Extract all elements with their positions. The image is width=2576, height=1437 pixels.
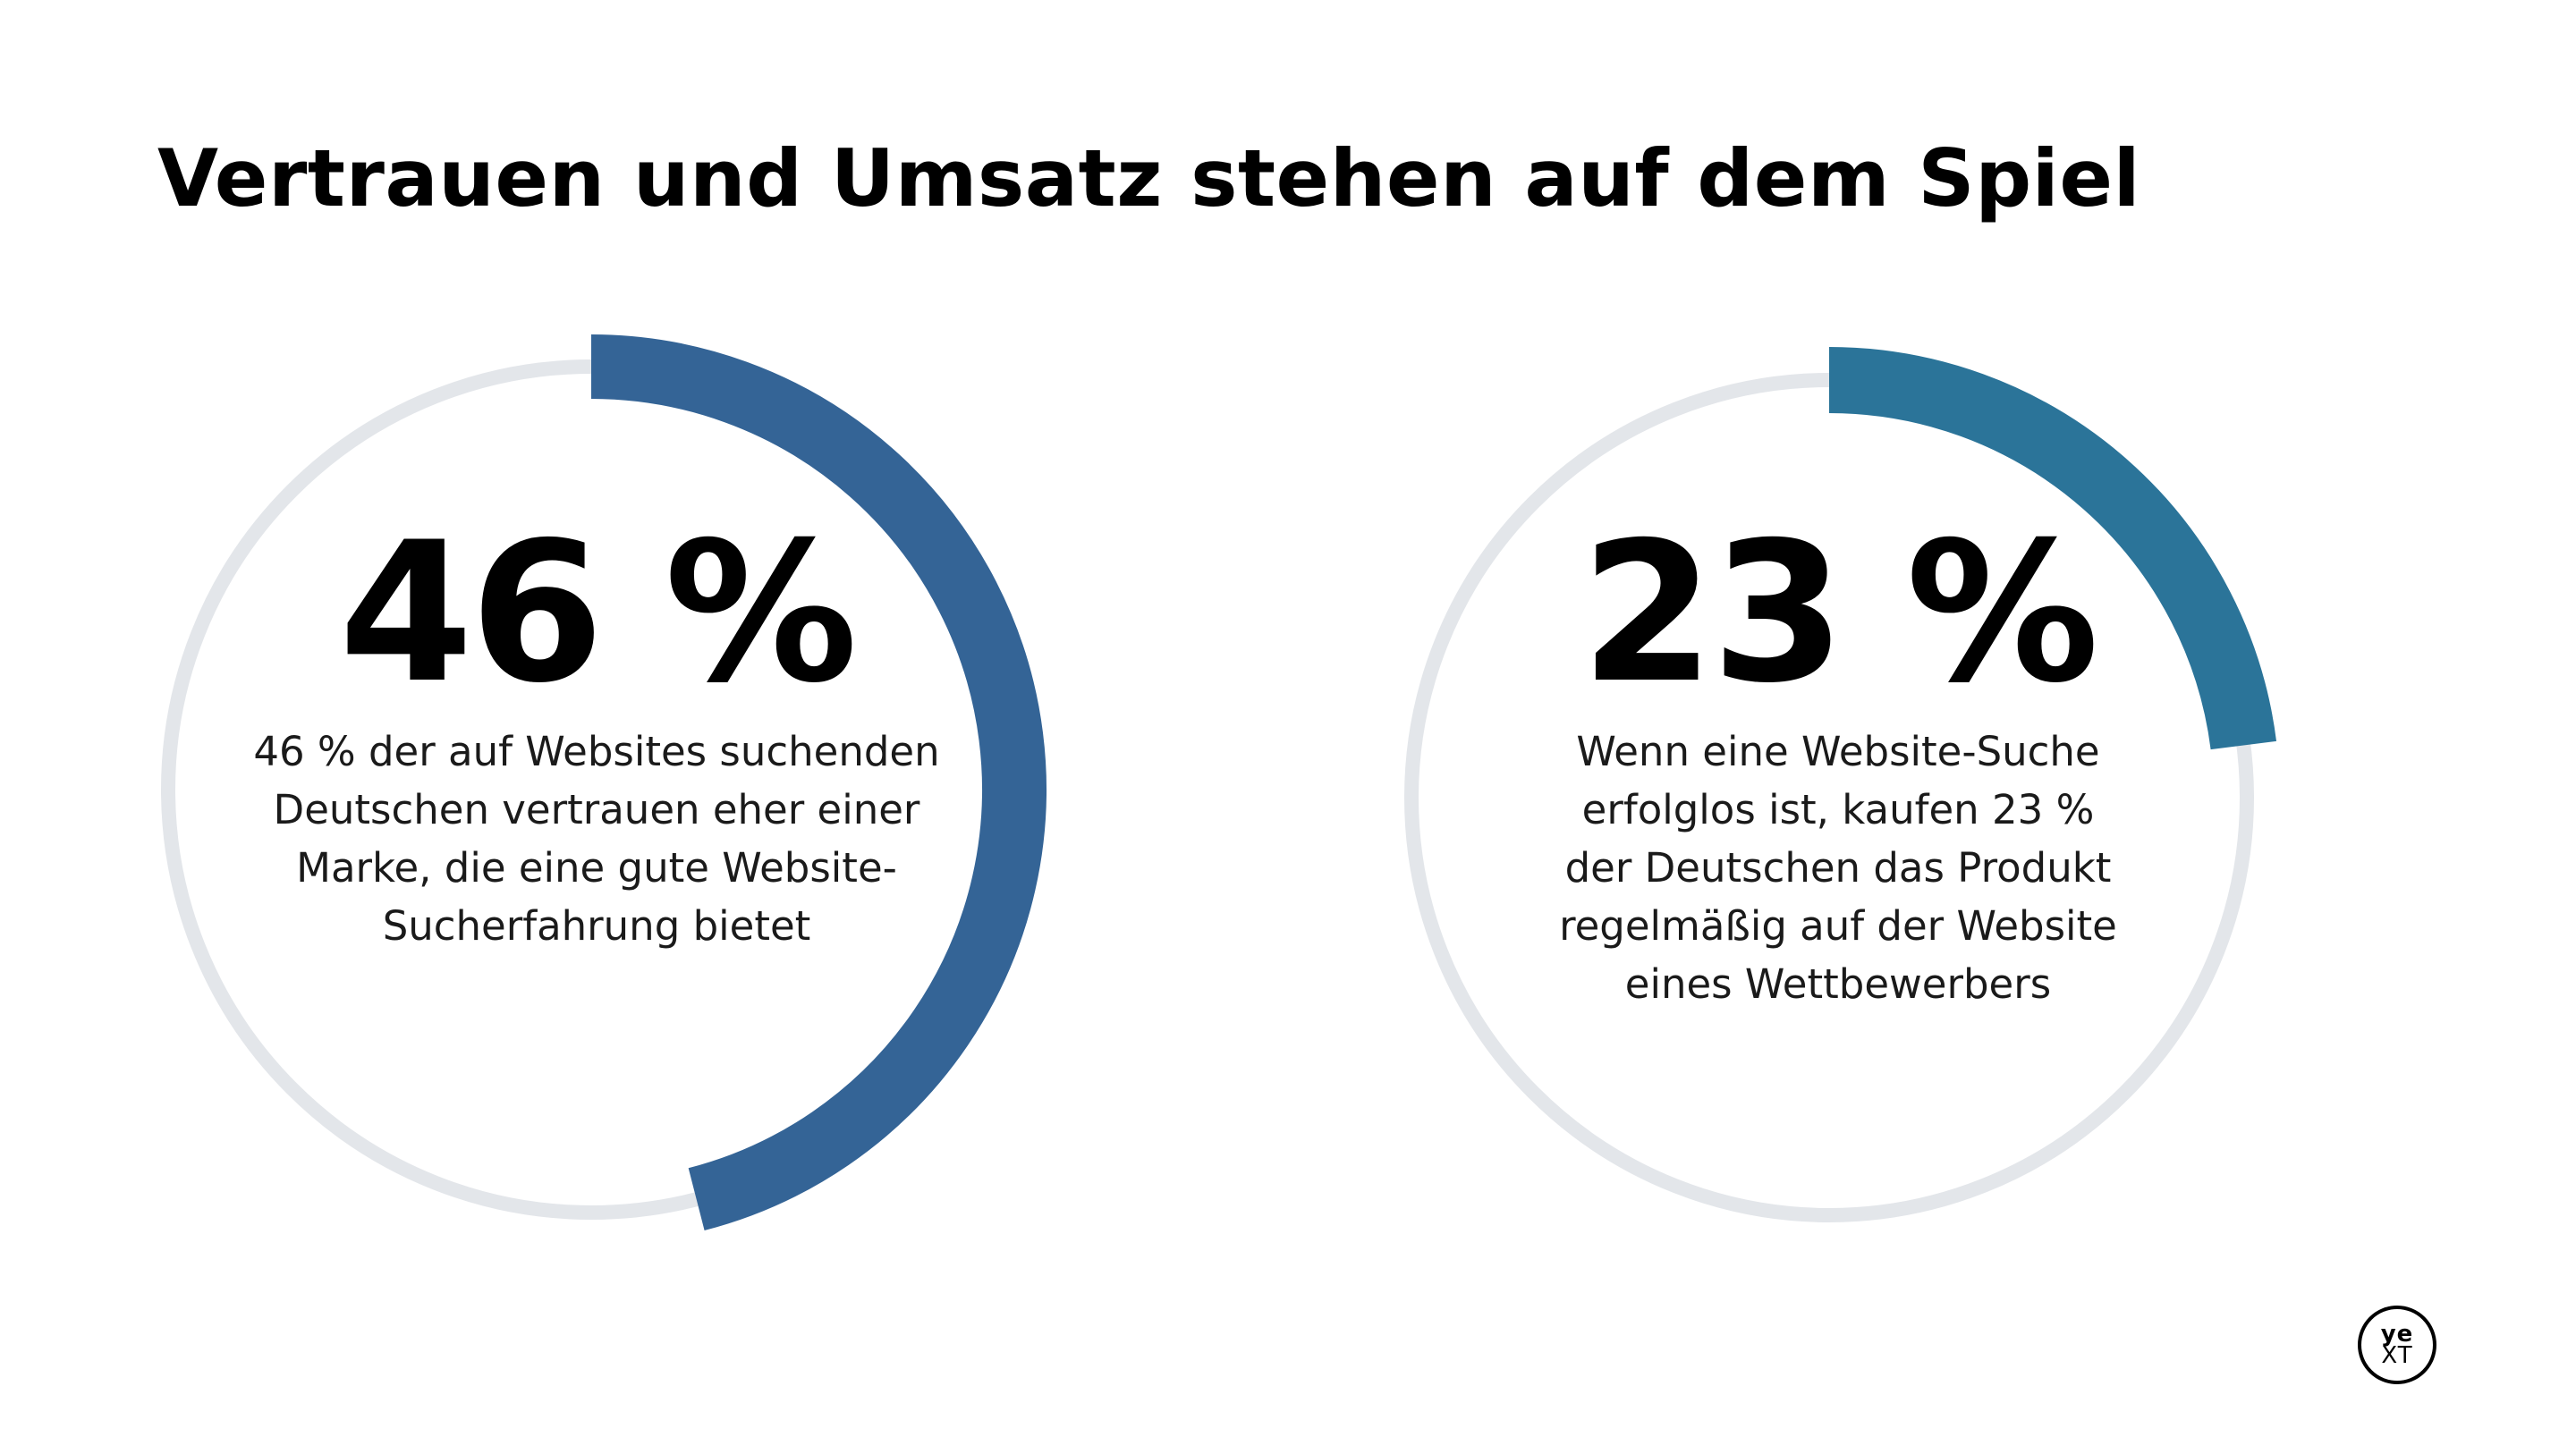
stat-card-trust: 46 % 46 % der auf Websites suchenden Deu… — [99, 298, 1083, 1281]
stat-value: 23 % — [1580, 501, 2099, 725]
stat-card-competitor: 23 % Wenn eine Website-Suche erfolglos i… — [1337, 306, 2321, 1289]
ring-progress-arc — [1828, 347, 2277, 750]
caption-line: regelmäßig auf der Website — [1559, 902, 2117, 950]
caption-line: Deutschen vertrauen eher einer — [273, 786, 920, 833]
caption-line: Wenn eine Website-Suche — [1576, 728, 2100, 775]
slide-title: Vertrauen und Umsatz stehen auf dem Spie… — [157, 132, 2141, 224]
logo-text-top: ye — [2380, 1321, 2414, 1348]
stat-value: 46 % — [338, 501, 858, 725]
yext-logo-icon: ye XT — [2358, 1306, 2436, 1384]
progress-ring — [1404, 347, 2277, 1222]
caption-line: der Deutschen das Produkt — [1564, 844, 2112, 892]
caption-line: erfolglos ist, kaufen 23 % — [1581, 786, 2095, 833]
ring-progress-arc — [590, 334, 1046, 1230]
caption-line: 46 % der auf Websites suchenden — [253, 728, 940, 775]
logo-text-bottom: XT — [2381, 1342, 2413, 1369]
stat-caption: Wenn eine Website-Suche erfolglos ist, k… — [1346, 723, 2330, 1013]
caption-line: eines Wettbewerbers — [1624, 960, 2052, 1008]
progress-ring — [161, 334, 1046, 1230]
stat-caption: 46 % der auf Websites suchenden Deutsche… — [105, 723, 1089, 955]
caption-line: Sucherfahrung bietet — [382, 902, 811, 950]
caption-line: Marke, die eine gute Website- — [296, 844, 897, 892]
